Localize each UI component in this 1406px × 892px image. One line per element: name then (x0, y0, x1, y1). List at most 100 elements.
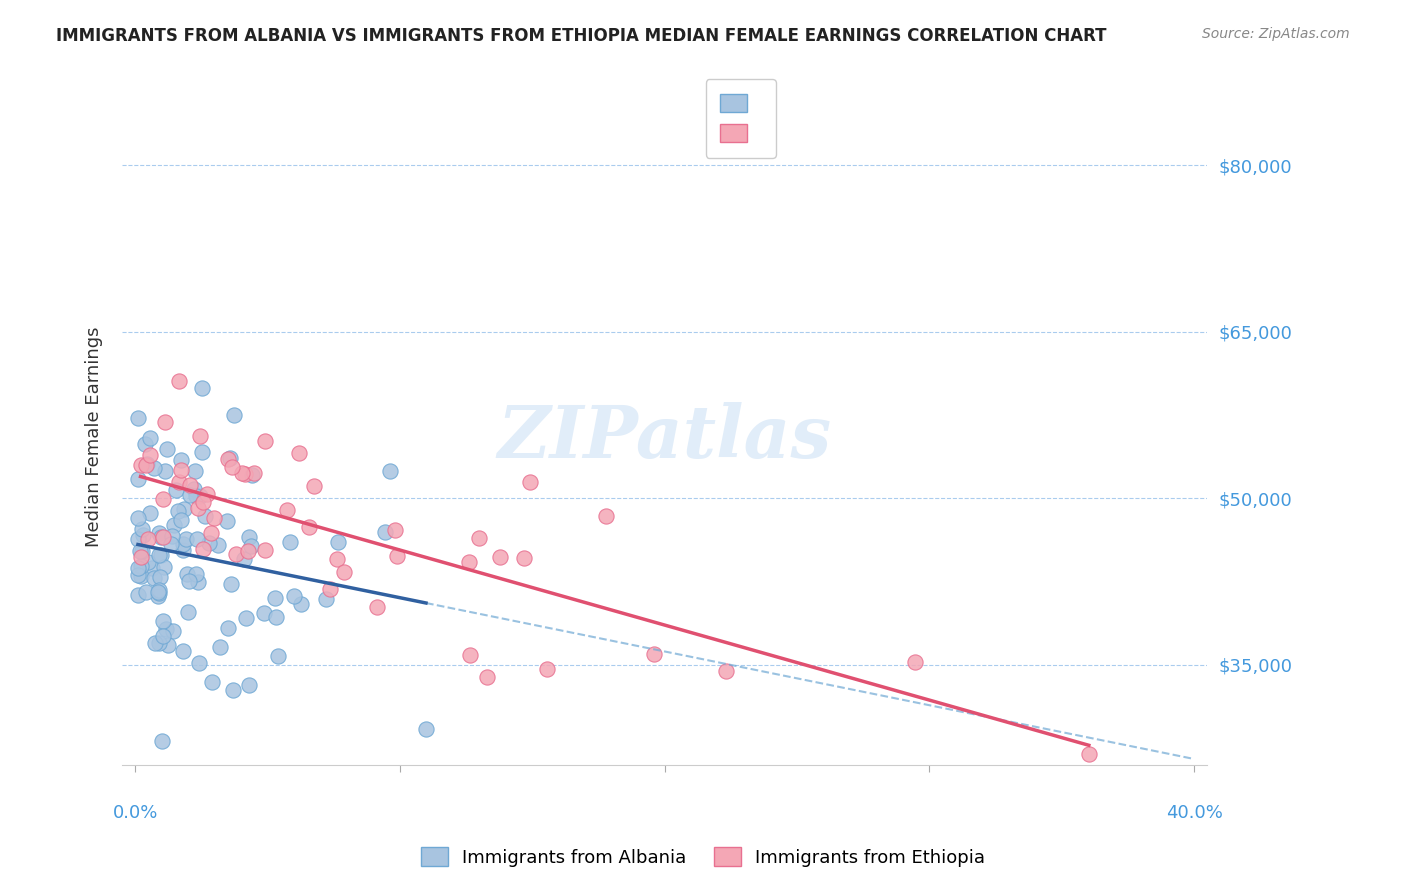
Point (150, 530, 173, 544)
Point (135, 584, 157, 599)
Point (302, 479, 325, 493)
Point (264, 610, 287, 624)
Point (127, 533, 149, 547)
Point (191, 445, 214, 459)
Point (127, 410, 149, 425)
Point (148, 586, 170, 600)
Point (267, 649, 290, 664)
Point (157, 638, 180, 652)
Point (215, 514, 238, 528)
Point (513, 551, 536, 566)
Point (385, 549, 408, 563)
Point (643, 648, 665, 662)
Point (141, 561, 163, 575)
Point (536, 662, 558, 676)
Point (149, 549, 172, 563)
Point (134, 437, 156, 451)
Point (188, 429, 211, 443)
Point (187, 656, 209, 670)
Point (129, 558, 152, 573)
Point (208, 640, 231, 654)
Point (136, 458, 159, 472)
Point (127, 511, 149, 525)
Point (153, 415, 176, 429)
Point (202, 511, 225, 525)
Point (458, 555, 481, 569)
Point (415, 723, 437, 737)
Point (276, 503, 298, 517)
Point (243, 467, 266, 481)
Point (148, 548, 170, 562)
Point (201, 674, 224, 689)
Point (240, 539, 263, 553)
Point (179, 488, 201, 502)
Text: IMMIGRANTS FROM ALBANIA VS IMMIGRANTS FROM ETHIOPIA MEDIAN FEMALE EARNINGS CORRE: IMMIGRANTS FROM ALBANIA VS IMMIGRANTS FR… (56, 27, 1107, 45)
Point (131, 568, 153, 582)
Point (176, 567, 198, 582)
Point (153, 560, 176, 574)
Point (129, 458, 152, 472)
Point (136, 555, 159, 569)
Point (217, 451, 239, 466)
Point (278, 534, 301, 549)
Point (170, 462, 193, 476)
Point (190, 489, 212, 503)
Point (172, 537, 194, 551)
Point (152, 615, 174, 629)
Point (222, 408, 245, 422)
Point (129, 550, 152, 565)
Point (177, 605, 200, 619)
Point (127, 561, 149, 575)
Point (172, 644, 194, 658)
Point (139, 431, 162, 445)
Point (319, 582, 342, 596)
Point (519, 475, 541, 490)
Point (194, 509, 217, 524)
Point (904, 655, 927, 669)
Point (162, 624, 184, 639)
Point (468, 531, 491, 545)
Point (148, 636, 170, 650)
Point (283, 589, 305, 603)
Point (156, 442, 179, 456)
Point (135, 458, 157, 472)
Point (127, 588, 149, 602)
Point (195, 487, 218, 501)
Point (172, 543, 194, 558)
Point (193, 495, 215, 509)
Point (333, 565, 356, 579)
Point (232, 552, 254, 566)
Point (131, 522, 153, 536)
Point (148, 525, 170, 540)
Legend: , : , (706, 79, 776, 158)
Point (225, 547, 247, 561)
Point (219, 577, 242, 591)
Point (236, 544, 259, 558)
Point (148, 582, 170, 597)
Point (183, 482, 205, 496)
Point (186, 532, 208, 546)
Point (165, 483, 187, 497)
Point (139, 448, 162, 462)
Legend: Immigrants from Albania, Immigrants from Ethiopia: Immigrants from Albania, Immigrants from… (413, 840, 993, 874)
Point (169, 513, 191, 527)
Point (146, 589, 169, 603)
Point (187, 500, 209, 515)
Point (179, 574, 201, 589)
Point (131, 544, 153, 558)
Point (253, 542, 276, 557)
Point (138, 532, 160, 546)
Text: Source: ZipAtlas.com: Source: ZipAtlas.com (1202, 27, 1350, 41)
Point (380, 464, 402, 478)
Point (1077, 747, 1099, 761)
Point (127, 472, 149, 486)
Point (235, 610, 257, 624)
Point (374, 524, 396, 539)
Point (142, 461, 165, 475)
Point (132, 528, 155, 542)
Point (384, 523, 406, 537)
Text: ZIPatlas: ZIPatlas (498, 401, 832, 473)
Point (174, 532, 197, 546)
Point (240, 467, 263, 482)
Point (128, 543, 150, 558)
